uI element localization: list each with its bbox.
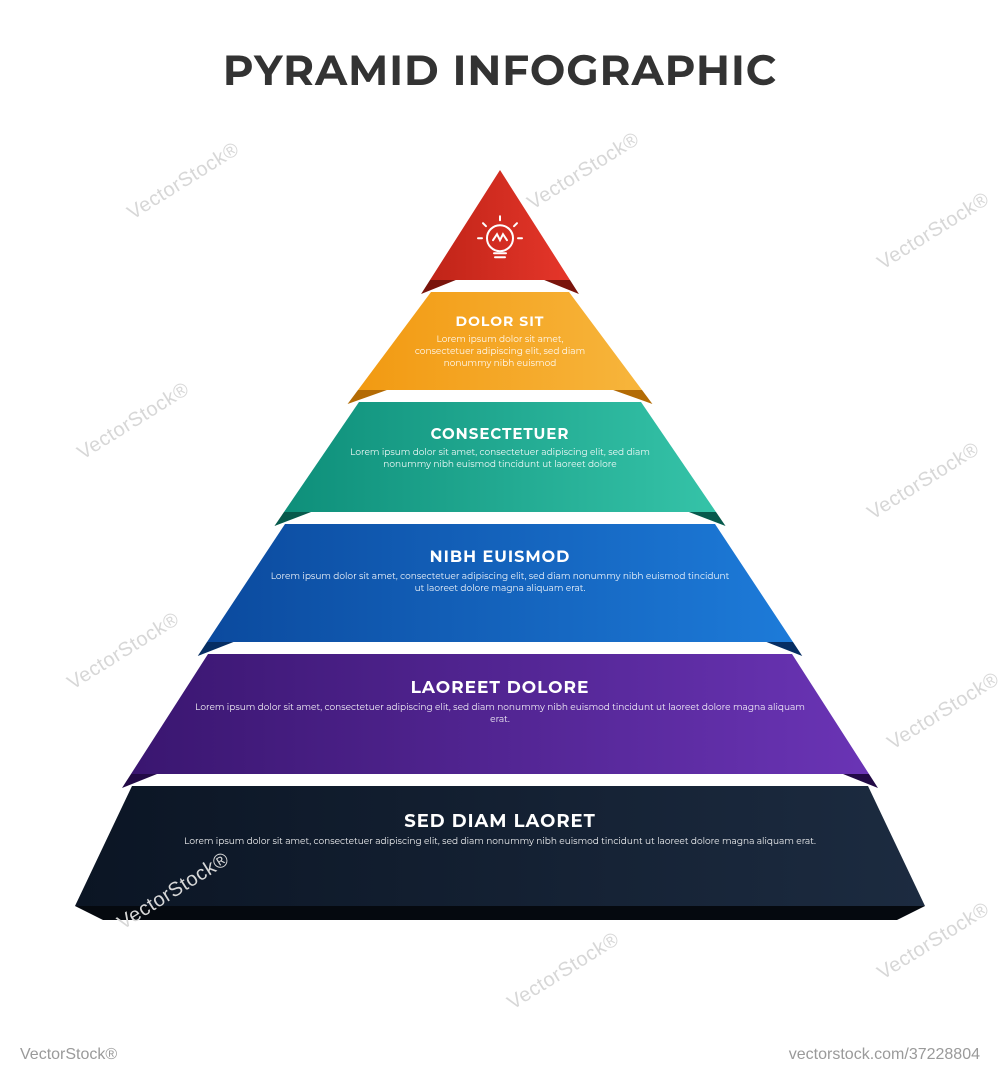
band-desc: Lorem ipsum dolor sit amet, consectetuer… <box>124 836 877 848</box>
band-label: SED DIAM LAORET <box>0 810 1000 832</box>
band-desc: Lorem ipsum dolor sit amet, consectetuer… <box>342 447 659 471</box>
band-text-4: LAOREET DOLORE Lorem ipsum dolor sit amet… <box>0 678 1000 726</box>
band-desc: Lorem ipsum dolor sit amet, consectetuer… <box>415 334 586 370</box>
band-text-3: NIBH EUISMOD Lorem ipsum dolor sit amet, … <box>0 548 1000 595</box>
pyramid-band-5 <box>75 786 925 920</box>
band-label: CONSECTETUER <box>0 424 1000 443</box>
pyramid-band-0 <box>421 170 579 294</box>
band-text-1: DOLOR SIT Lorem ipsum dolor sit amet, con… <box>0 312 1000 370</box>
band-label: DOLOR SIT <box>0 312 1000 330</box>
footer-brand: VectorStock® <box>20 1046 117 1064</box>
footer-id: vectorstock.com/37228804 <box>789 1046 980 1064</box>
infographic-stage: PYRAMID INFOGRAPHIC DOLOR SIT Lorem ipsum… <box>0 0 1000 1080</box>
band-text-2: CONSECTETUER Lorem ipsum dolor sit amet, … <box>0 424 1000 471</box>
page-title: PYRAMID INFOGRAPHIC <box>0 44 1000 96</box>
band-desc: Lorem ipsum dolor sit amet, consectetuer… <box>266 571 734 595</box>
band-label: LAOREET DOLORE <box>0 678 1000 698</box>
watermark: VectorStock® <box>504 928 624 1015</box>
band-text-5: SED DIAM LAORET Lorem ipsum dolor sit ame… <box>0 810 1000 848</box>
band-desc: Lorem ipsum dolor sit amet, consectetuer… <box>190 702 811 726</box>
band-label: NIBH EUISMOD <box>0 548 1000 567</box>
